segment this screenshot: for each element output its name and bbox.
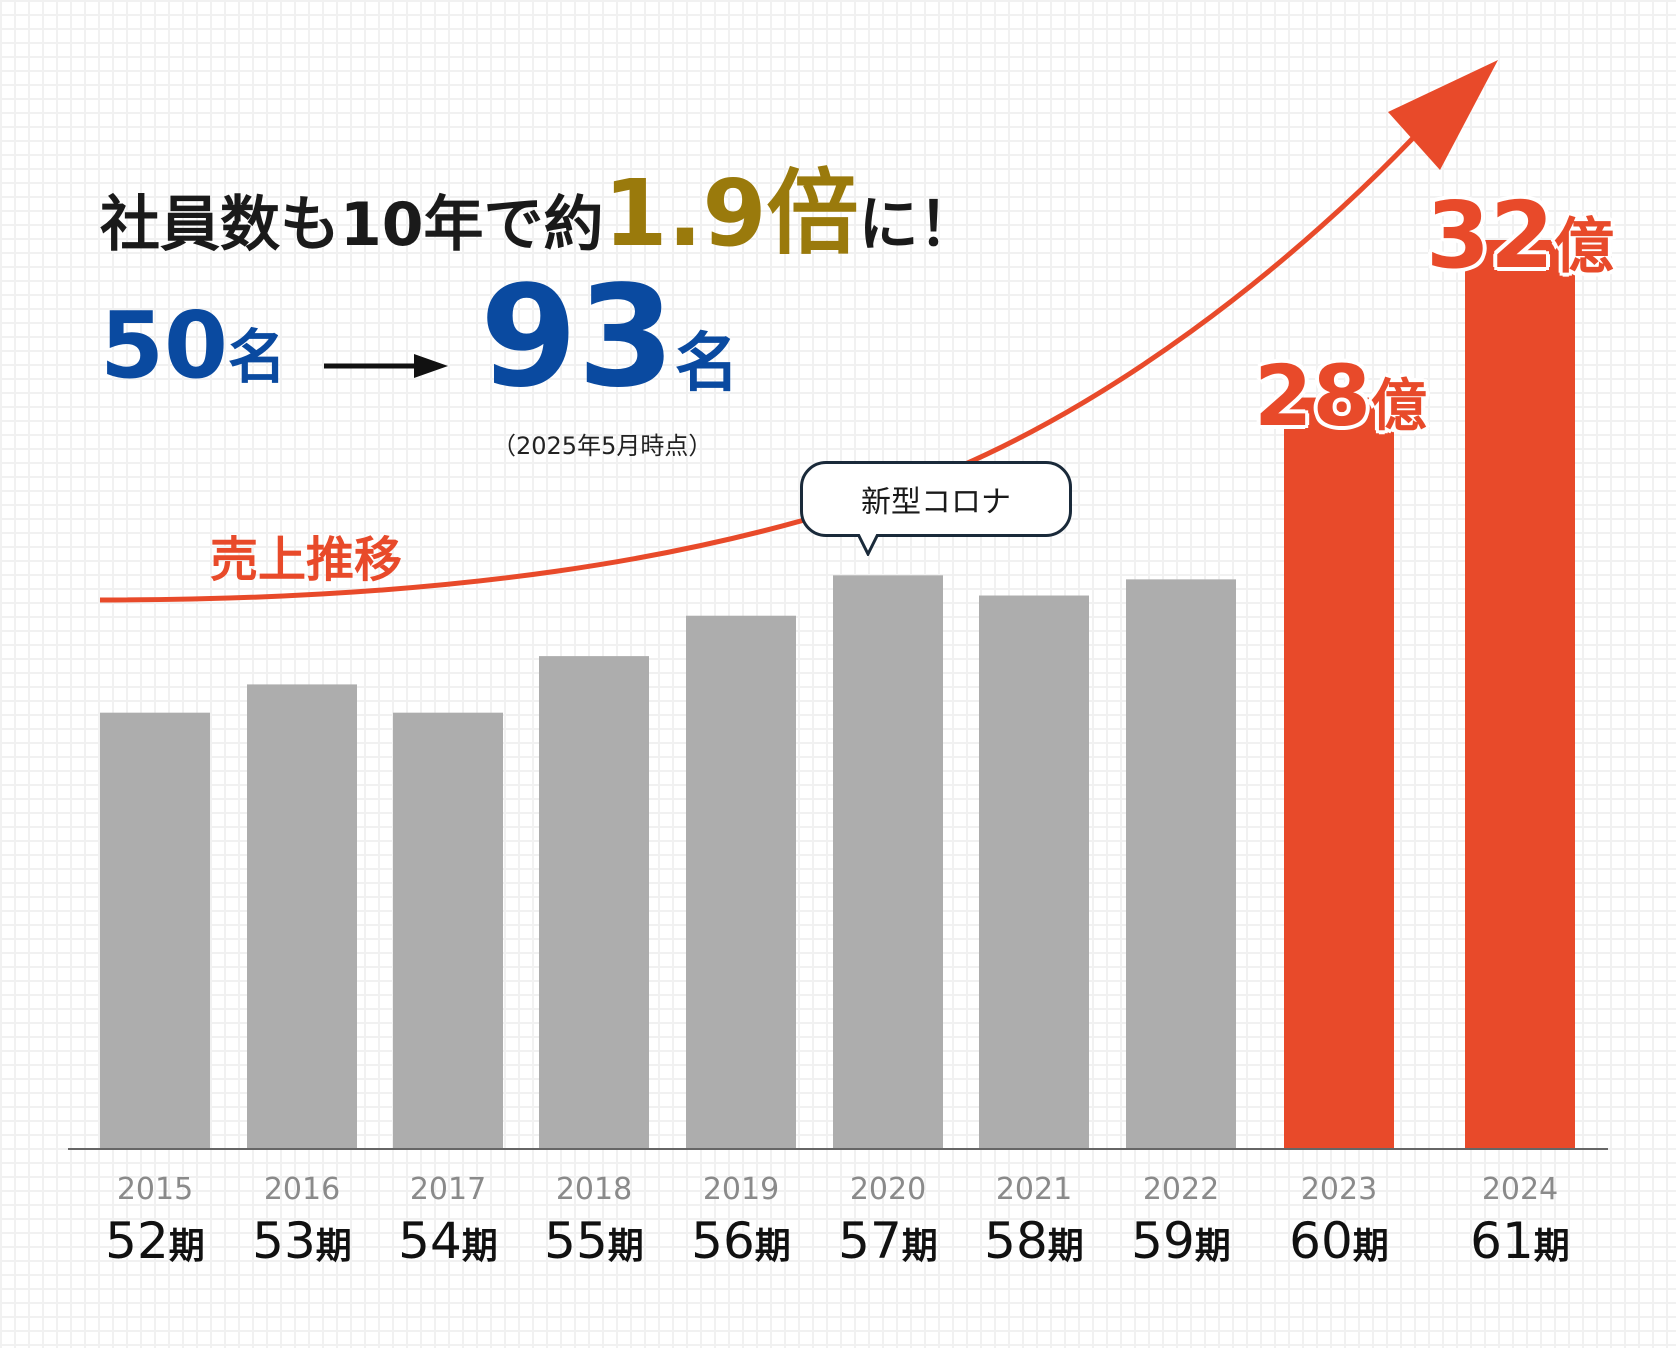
data-label-2024-value: 32 (1426, 182, 1555, 289)
tick-label-period: 57期 (838, 1212, 938, 1270)
x-label-2015: 2015 52期 (75, 1172, 235, 1280)
tick-label-period: 54期 (398, 1212, 498, 1270)
tick-label-year: 2021 (995, 1172, 1073, 1207)
x-label-2020: 2020 57期 (808, 1172, 968, 1280)
covid-callout-bubble: 新型コロナ (800, 461, 1072, 537)
bar-2021 (979, 595, 1089, 1149)
tick-label-year: 2016 (263, 1172, 341, 1207)
bar-2018 (539, 656, 649, 1149)
bar-2020 (833, 575, 943, 1149)
bar-2019 (686, 615, 796, 1149)
headline: 社員数も10年で約1.9倍に！ (100, 168, 978, 260)
bar-2016 (247, 684, 357, 1149)
tick-label-period: 61期 (1470, 1212, 1570, 1270)
trend-arrow-head (1388, 60, 1498, 170)
data-label-2023-unit: 億 (1370, 374, 1427, 439)
employee-to-unit: 名 (674, 327, 739, 401)
bar-2023 (1284, 397, 1394, 1149)
tick-label-year: 2018 (555, 1172, 633, 1207)
tick-label-period: 52期 (105, 1212, 205, 1270)
tick-label-period: 53期 (252, 1212, 352, 1270)
data-label-2024: 32億 (1426, 190, 1614, 282)
tick-label-year: 2024 (1481, 1172, 1559, 1207)
x-label-2021: 2021 58期 (954, 1172, 1114, 1280)
bar-2017 (393, 712, 503, 1149)
sales-trend-label: 売上推移 (210, 532, 403, 588)
data-label-2023-value: 28 (1254, 347, 1371, 445)
headline-multiplier: 1.9倍 (603, 160, 859, 267)
tick-label-year: 2022 (1142, 1172, 1220, 1207)
tick-label-period: 58期 (984, 1212, 1084, 1270)
tick-label-year: 2017 (409, 1172, 487, 1207)
employee-from-unit: 名 (228, 323, 287, 391)
x-label-2017: 2017 54期 (368, 1172, 528, 1280)
tick-label-period: 56期 (691, 1212, 791, 1270)
tick-label-year: 2019 (702, 1172, 780, 1207)
employee-count-to: 93名 (480, 268, 739, 408)
tick-label-period: 60期 (1289, 1212, 1389, 1270)
tick-label-period: 59期 (1131, 1212, 1231, 1270)
headline-prefix: 社員数も10年で約 (100, 190, 604, 260)
bars-group (100, 240, 1575, 1149)
bar-2022 (1126, 579, 1236, 1149)
x-label-2023: 2023 60期 (1259, 1172, 1419, 1280)
bar-2015 (100, 712, 210, 1149)
x-label-2018: 2018 55期 (514, 1172, 674, 1280)
employee-to-value: 93 (480, 256, 675, 419)
data-label-2023: 28億 (1254, 354, 1427, 438)
tick-label-year: 2020 (849, 1172, 927, 1207)
employee-count-from: 50名 (100, 300, 286, 392)
x-label-2024: 2024 61期 (1440, 1172, 1600, 1280)
employee-growth-arrow-icon (324, 354, 448, 378)
tick-label-period: 55期 (544, 1212, 644, 1270)
tick-label-year: 2015 (116, 1172, 194, 1207)
x-label-2016: 2016 53期 (222, 1172, 382, 1280)
employee-from-value: 50 (100, 292, 229, 399)
callout-tail-icon (858, 534, 880, 556)
x-label-2019: 2019 56期 (661, 1172, 821, 1280)
x-label-2022: 2022 59期 (1101, 1172, 1261, 1280)
data-label-2024-unit: 億 (1554, 212, 1615, 282)
tick-label-year: 2023 (1300, 1172, 1378, 1207)
headline-suffix: に！ (858, 190, 979, 260)
bar-2024 (1465, 240, 1575, 1149)
employee-count-note: （2025年5月時点） (492, 432, 713, 460)
